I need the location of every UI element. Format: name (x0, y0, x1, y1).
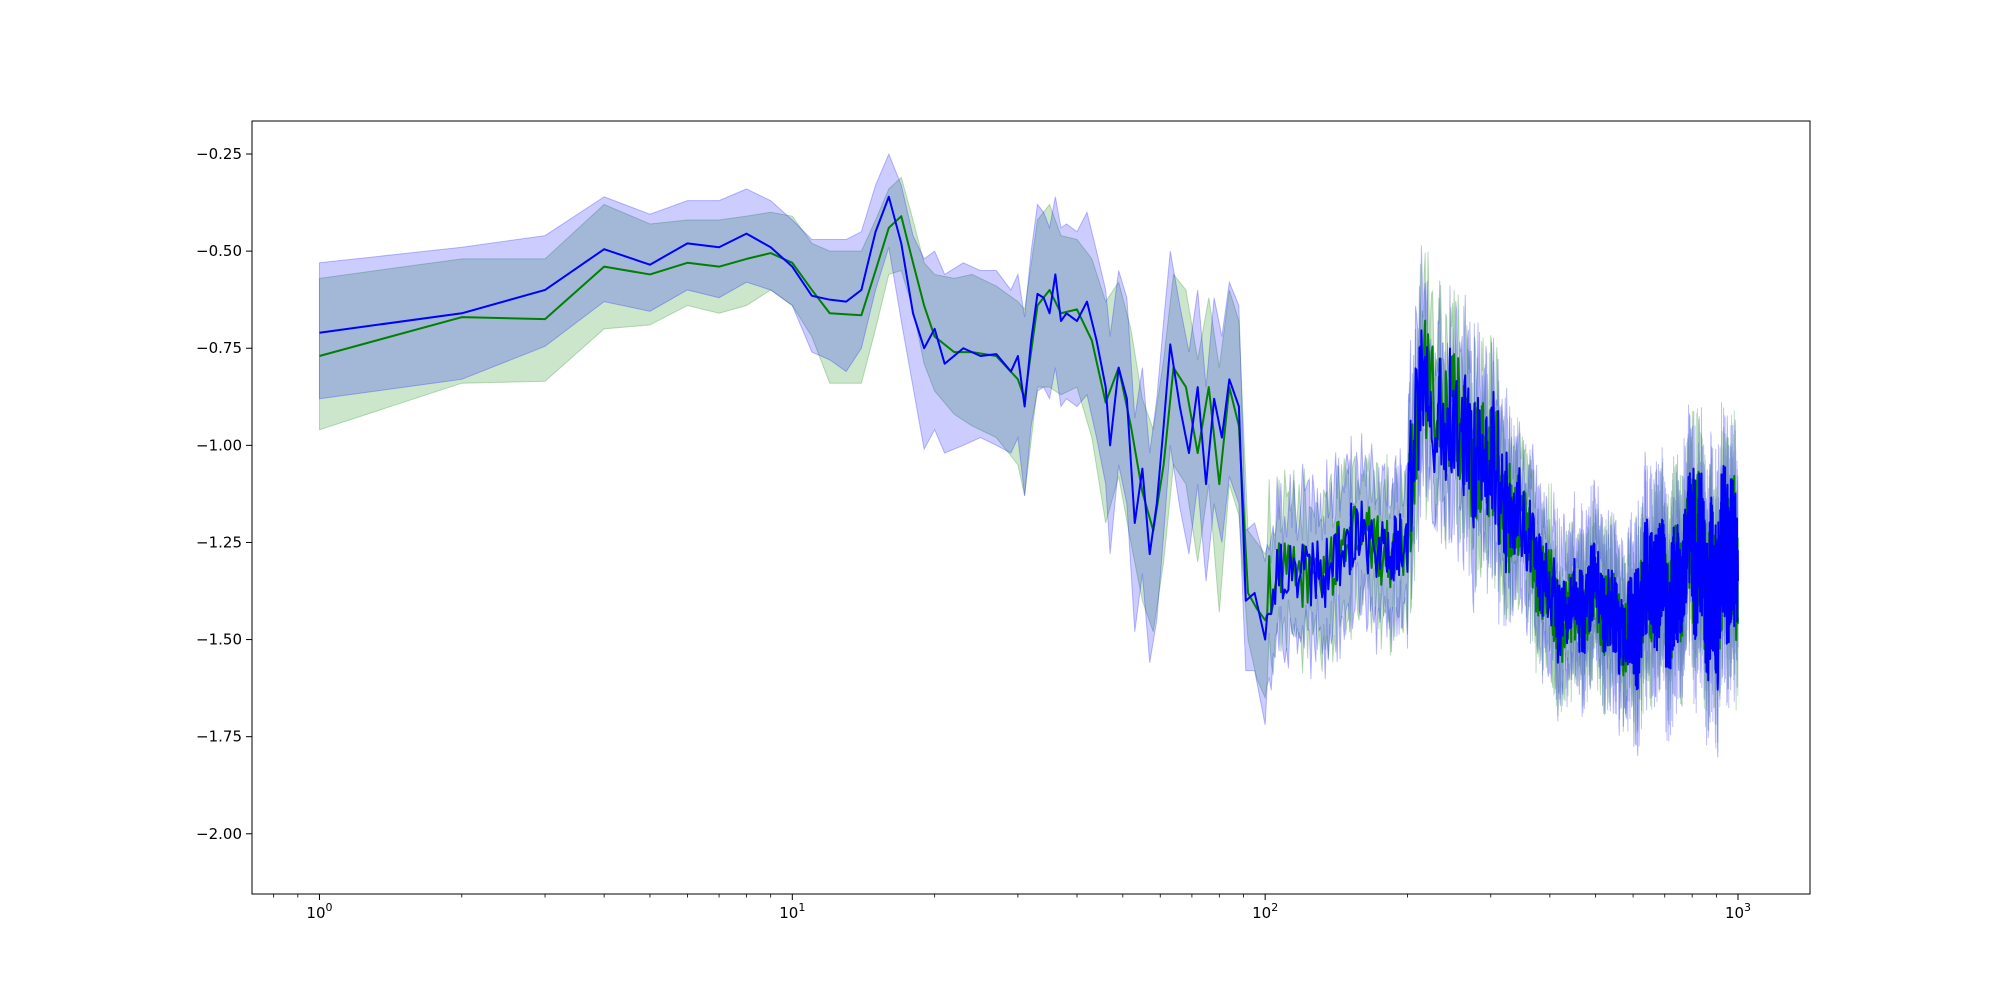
axes: −0.25 −0.50 −0.75 −1.00 −1.25 −1.50 −1.75 −2.00… (196, 120, 1811, 922)
y-tick-label: −0.75 (196, 339, 242, 357)
y-tick-label: −2.00 (196, 825, 242, 843)
y-tick-label: −0.50 (196, 242, 242, 260)
y-tick-label: −1.00 (196, 436, 242, 454)
series-2-line (319, 195, 1739, 691)
y-tick-label: −1.25 (196, 533, 242, 551)
x-tick-base: 10 (306, 904, 325, 922)
x-tick-base: 10 (1725, 904, 1744, 922)
x-tick-base: 10 (779, 904, 798, 922)
x-tick-exponent: 1 (798, 901, 805, 914)
x-tick-label: 100 (306, 901, 332, 922)
x-tick-label: 103 (1725, 901, 1751, 922)
y-tick-label: −1.50 (196, 631, 242, 649)
plot-frame (251, 120, 1811, 895)
plot-area (318, 152, 1739, 758)
x-tick-exponent: 0 (326, 901, 333, 914)
x-tick-exponent: 2 (1271, 901, 1278, 914)
series-2-band (318, 152, 1739, 758)
x-tick-label: 101 (779, 901, 805, 922)
y-tick-label: −1.75 (196, 728, 242, 746)
x-tick-label: 102 (1252, 901, 1278, 922)
y-tick-label: −0.25 (196, 145, 242, 163)
x-tick-base: 10 (1252, 904, 1271, 922)
x-tick-exponent: 3 (1744, 901, 1751, 914)
